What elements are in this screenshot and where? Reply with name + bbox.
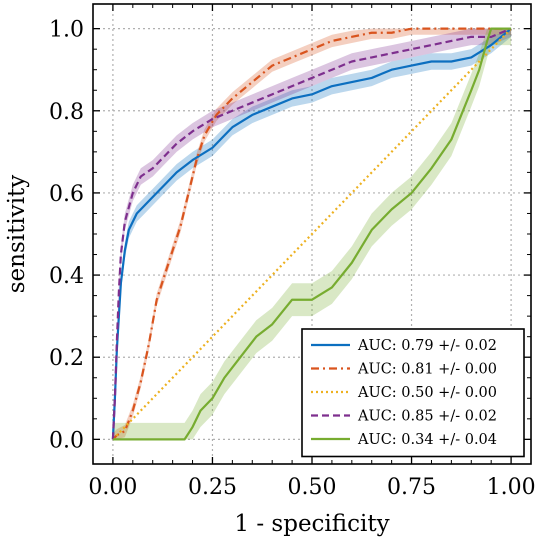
legend-label-3: AUC: 0.50 +/- 0.00 — [357, 385, 497, 401]
axis-ticks — [93, 4, 531, 464]
series-lines — [111, 27, 512, 441]
y-tick-label: 0.8 — [49, 100, 84, 125]
y-tick-label: 1.0 — [49, 18, 84, 43]
x-tick-label: 0.50 — [288, 475, 337, 500]
tick-labels: 0.00 0.25 0.50 0.75 1.00 0.0 0.2 0.4 0.6 0.8 1.0 — [49, 18, 536, 500]
legend-label-2: AUC: 0.81 +/- 0.00 — [357, 362, 497, 378]
y-tick-label: 0.2 — [49, 346, 84, 371]
legend: AUC: 0.79 +/- 0.02 AUC: 0.81 +/- 0.00 AUC:… — [301, 328, 525, 458]
x-tick-label: 0.00 — [88, 475, 137, 500]
y-tick-label: 0.6 — [49, 182, 84, 207]
x-tick-label: 0.25 — [188, 475, 237, 500]
series-3-line — [112, 27, 512, 441]
x-tick-label: 0.75 — [387, 475, 436, 500]
y-tick-label: 0.4 — [49, 264, 84, 289]
legend-label-1: AUC: 0.79 +/- 0.02 — [357, 338, 497, 354]
series-5-line — [112, 27, 512, 441]
y-axis-label: sensitivity — [4, 175, 30, 294]
legend-label-4: AUC: 0.85 +/- 0.02 — [357, 409, 497, 425]
x-tick-label: 1.00 — [487, 475, 536, 500]
legend-box — [301, 328, 525, 458]
x-axis-label: 1 - specificity — [234, 511, 389, 537]
series-1-line — [111, 27, 512, 440]
series-2-line — [112, 27, 512, 441]
legend-label-5: AUC: 0.34 +/- 0.04 — [357, 432, 497, 448]
y-tick-label: 0.0 — [49, 428, 84, 453]
series-4-line — [111, 27, 512, 440]
